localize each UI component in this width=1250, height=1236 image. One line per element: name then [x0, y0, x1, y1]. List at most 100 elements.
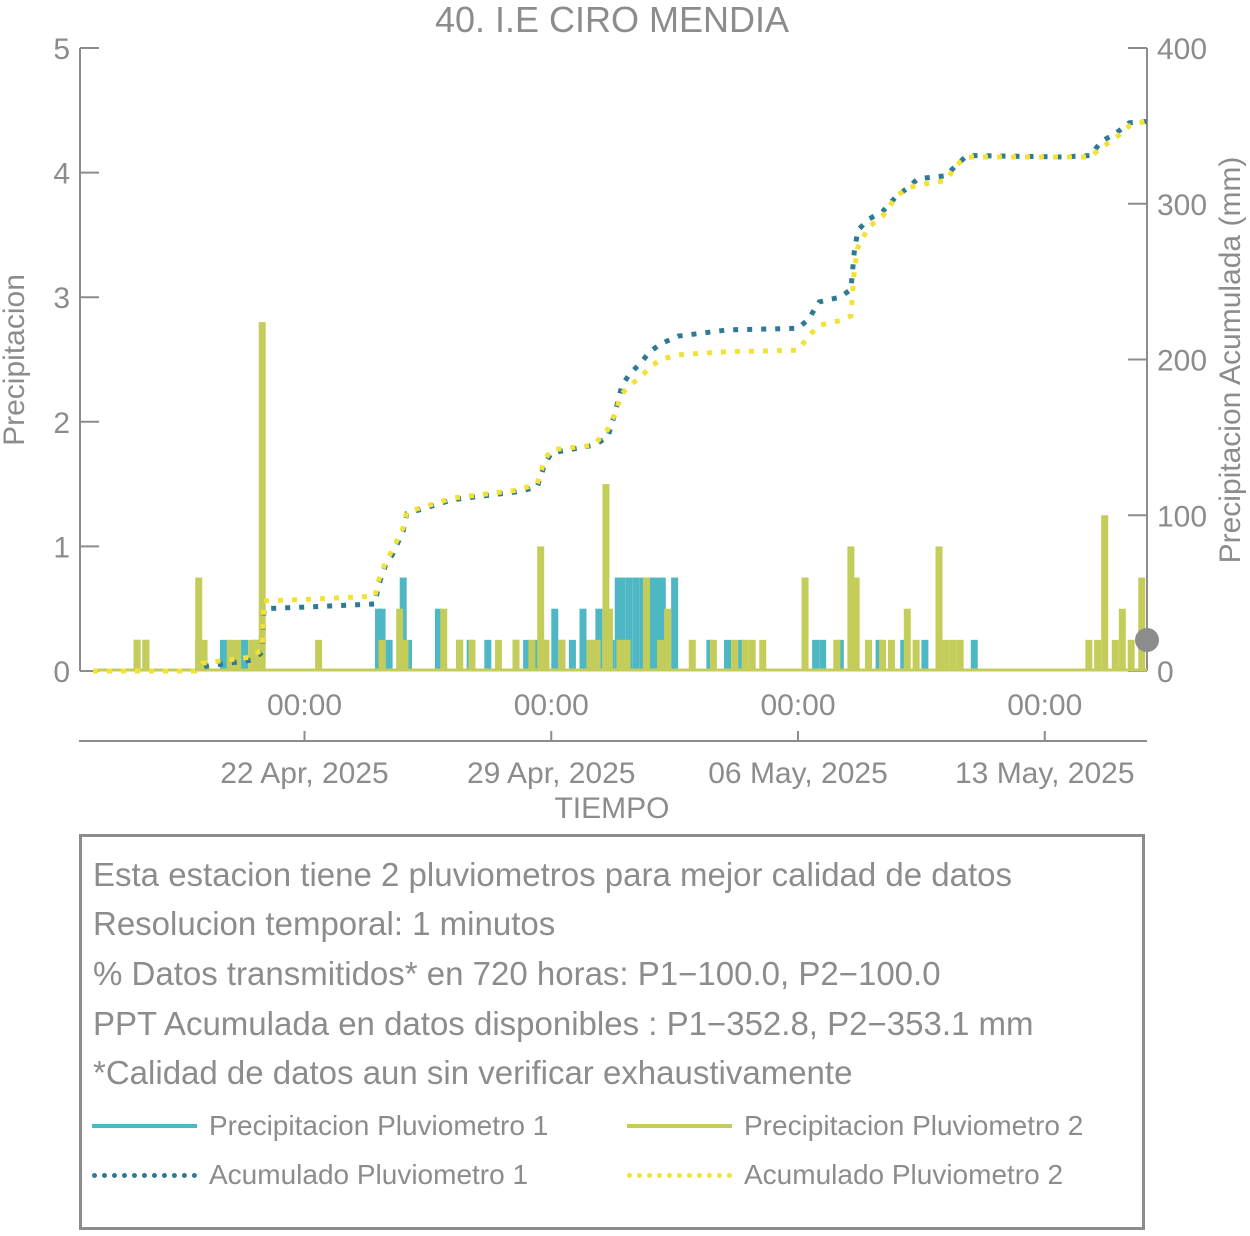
bar-p2-37 [801, 577, 809, 671]
bar-p2-55 [1127, 639, 1135, 671]
bar-p2-12 [401, 639, 409, 671]
bar-p2-8 [258, 322, 266, 671]
bar-p1-21 [568, 639, 576, 671]
bar-p2-48 [949, 639, 957, 671]
bar-p2-2 [195, 577, 203, 671]
bar-p1-9 [399, 577, 407, 671]
bar-p1-34 [671, 577, 679, 671]
info-line-transmitted: % Datos transmitidos* en 720 horas: P1−1… [93, 955, 941, 992]
legend-item-cum-2: Acumulado Pluviometro 2 [627, 1155, 1127, 1195]
right-tick-label-4: 400 [1157, 33, 1207, 66]
info-line-stations: Esta estacion tiene 2 pluviometros para … [93, 856, 1013, 893]
bar-p2-46 [935, 546, 943, 671]
bar-p2-1 [142, 639, 150, 671]
bar-p2-54 [1118, 608, 1126, 671]
bar-p2-9 [315, 639, 323, 671]
right-axis: 0 100 200 300 400 [1128, 33, 1207, 689]
chart: 40. I.E CIRO MENDIA Precipitacion Precip… [0, 0, 1247, 825]
right-tick-label-3: 300 [1157, 189, 1207, 222]
bar-p1-16 [523, 639, 531, 671]
bar-p1-33 [658, 577, 666, 671]
bar-p2-3 [200, 639, 208, 671]
bar-p2-30 [664, 608, 672, 671]
bar-p2-40 [852, 577, 860, 671]
info-line-resolution: Resolucion temporal: 1 minutos [93, 905, 556, 942]
bar-p1-44 [921, 639, 929, 671]
bar-p2-27 [623, 639, 631, 671]
bar-p2-13 [440, 608, 448, 671]
bar-p1-29 [632, 577, 640, 671]
bar-p2-50 [1085, 639, 1093, 671]
x-tick-time-label-1: 00:00 [514, 689, 589, 722]
bar-p2-47 [942, 639, 950, 671]
bar-p1-8 [385, 639, 393, 671]
legend-item-precip-1: Precipitacion Pluviometro 1 [92, 1106, 572, 1146]
chart-title: 40. I.E CIRO MENDIA [435, 0, 789, 40]
bar-p1-37 [738, 639, 746, 671]
bar-p1-40 [836, 639, 844, 671]
legend-label-cum-1: Acumulado Pluviometro 1 [209, 1159, 529, 1190]
right-tick-label-1: 100 [1157, 500, 1207, 533]
x-tick-time-label-2: 00:00 [760, 689, 835, 722]
bar-p1-6 [375, 608, 383, 671]
bar-p2-7 [253, 639, 261, 671]
legend-swatch-cum-2 [627, 1173, 732, 1178]
bar-p1-42 [875, 639, 883, 671]
bar-p2-38 [833, 639, 841, 671]
bar-p1-3 [219, 639, 227, 671]
bar-p1-31 [648, 577, 656, 671]
bar-p2-4 [226, 639, 234, 671]
bar-p2-24 [602, 484, 610, 671]
bar-p2-53 [1111, 639, 1119, 671]
bar-p2-36 [759, 639, 767, 671]
bar-p2-42 [879, 639, 887, 671]
bar-p1-32 [653, 577, 661, 671]
x-tick-date-label-0: 22 Apr, 2025 [220, 757, 389, 790]
right-tick-label-2: 200 [1157, 345, 1207, 378]
bar-p2-26 [616, 639, 624, 671]
bar-p2-28 [642, 577, 650, 671]
left-tick-label-4: 4 [53, 158, 70, 191]
bar-p1-14 [484, 639, 492, 671]
legend-label-cum-2: Acumulado Pluviometro 2 [744, 1159, 1064, 1190]
bar-p2-41 [865, 639, 873, 671]
bar-p2-22 [586, 639, 594, 671]
right-tick-label-0: 0 [1157, 656, 1174, 689]
bars-pluviometro-2 [133, 322, 1146, 671]
bar-p1-30 [639, 577, 647, 671]
bar-p2-52 [1101, 515, 1109, 671]
y-axis-right-label: Precipitacion Acumulada (mm) [1214, 157, 1247, 564]
left-tick-label-3: 3 [53, 282, 70, 315]
bar-p2-32 [709, 639, 717, 671]
left-tick-label-0: 0 [53, 656, 70, 689]
bar-p2-29 [657, 639, 665, 671]
bar-p2-35 [748, 639, 756, 671]
bar-p2-11 [396, 608, 404, 671]
bar-p2-15 [468, 639, 476, 671]
info-line-quality-note: *Calidad de datos aun sin verificar exha… [93, 1054, 853, 1091]
bar-p1-38 [812, 639, 820, 671]
info-line-accumulated: PPT Acumulada en datos disponibles : P1−… [93, 1005, 1034, 1042]
legend-swatch-precip-2 [627, 1124, 732, 1128]
y-axis-left-label: Precipitacion [0, 274, 31, 446]
bar-p2-33 [731, 639, 739, 671]
legend-swatch-precip-1 [92, 1124, 197, 1128]
left-tick-label-2: 2 [53, 407, 70, 440]
bar-p2-19 [537, 546, 545, 671]
bar-p2-34 [741, 639, 749, 671]
bar-p1-10 [404, 639, 412, 671]
bar-p2-6 [248, 639, 256, 671]
bar-p2-18 [528, 639, 536, 671]
bar-p1-19 [551, 608, 559, 671]
bar-p2-43 [887, 639, 895, 671]
bar-p2-0 [133, 639, 141, 671]
bar-p2-21 [558, 639, 566, 671]
x-tick-date-label-3: 13 May, 2025 [955, 757, 1135, 790]
bar-p1-36 [724, 639, 732, 671]
bar-p2-10 [378, 639, 386, 671]
left-tick-label-1: 1 [53, 531, 70, 564]
bar-p1-28 [625, 577, 633, 671]
bar-p2-25 [605, 608, 613, 671]
bar-p2-14 [456, 639, 464, 671]
bar-p2-16 [494, 639, 502, 671]
